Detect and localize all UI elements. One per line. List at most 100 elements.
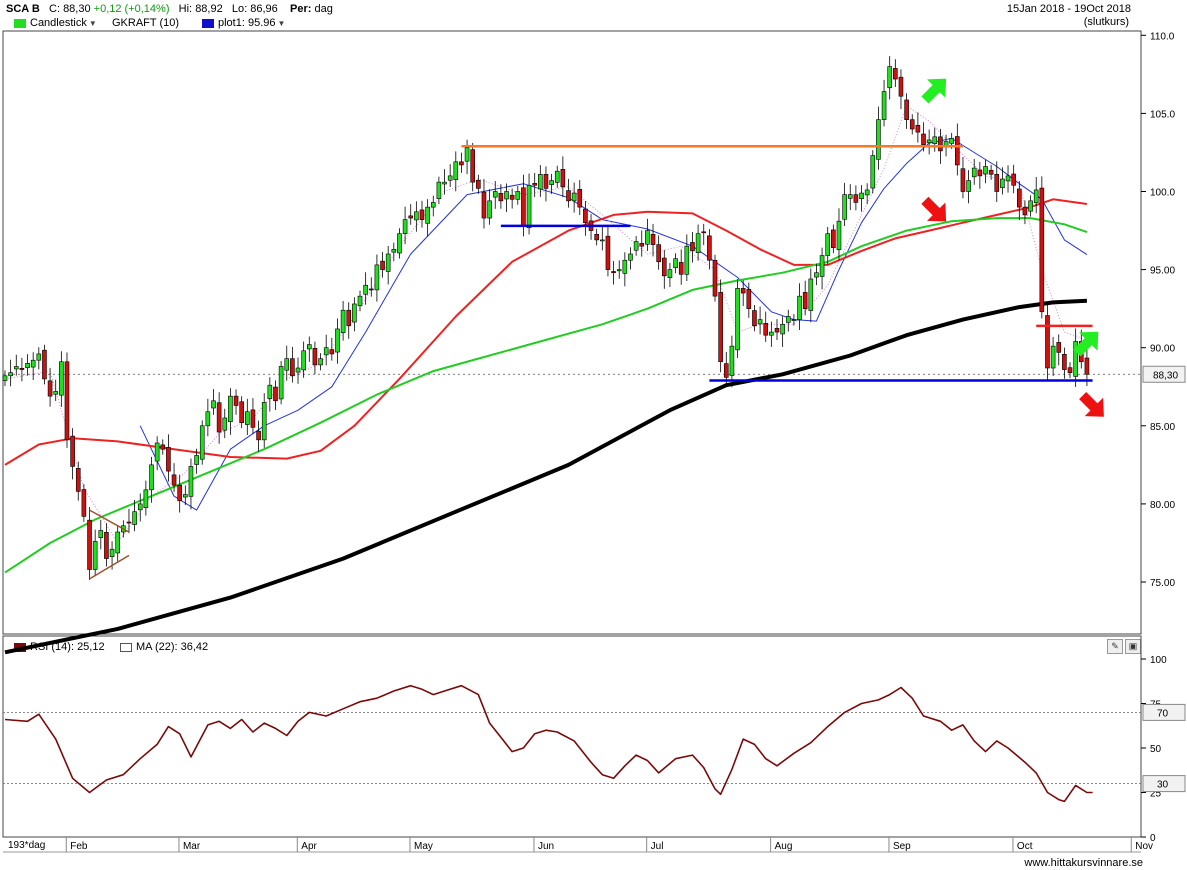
candle [763, 311, 769, 342]
candle [199, 420, 205, 465]
candle-body [414, 211, 419, 221]
candle-body [825, 233, 831, 256]
candle [808, 268, 814, 323]
arrow-down-right-icon [921, 196, 947, 222]
candle [791, 314, 797, 326]
candle [994, 161, 1000, 202]
candle [853, 185, 859, 211]
plot1-swatch [202, 18, 214, 28]
legend-gkraft[interactable]: GKRAFT (10) [112, 17, 180, 29]
candle [735, 279, 740, 358]
candle [363, 272, 368, 305]
candle-body [797, 295, 802, 320]
candle-body [419, 209, 425, 220]
candle [515, 186, 521, 205]
candle-body [836, 220, 842, 250]
candle-body [678, 262, 684, 275]
candle [335, 318, 340, 364]
candle [115, 525, 120, 563]
chevron-down-icon[interactable]: ▼ [88, 19, 97, 28]
candle-body [628, 253, 633, 261]
candle [250, 398, 256, 435]
candle [966, 170, 971, 204]
low-label: Lo: [231, 3, 248, 15]
month-label: Jun [538, 841, 554, 852]
candle [678, 249, 684, 285]
candle [245, 398, 250, 436]
candle-body [915, 124, 921, 133]
candle [566, 178, 571, 208]
candle [126, 509, 132, 534]
candle-body [904, 99, 909, 120]
price-axis-label: 95.00 [1150, 266, 1175, 277]
candle-body [605, 235, 611, 270]
candle-body [318, 358, 323, 366]
candle [611, 261, 616, 285]
candle-body [8, 372, 13, 377]
candle [661, 250, 667, 289]
price-axis-label: 105.0 [1150, 109, 1175, 120]
candle-body [199, 425, 205, 460]
candle-body [814, 272, 819, 278]
rsi-reference-box [1142, 775, 1186, 793]
candle-body [188, 466, 194, 497]
candle-body [532, 183, 537, 186]
rsi-panel-border [2, 635, 1142, 838]
candle [571, 182, 577, 213]
candle-body [385, 253, 391, 272]
candle [53, 379, 59, 401]
candle-body [346, 309, 352, 327]
candle [1045, 305, 1050, 380]
candle-body [391, 248, 397, 253]
candle [667, 262, 673, 287]
candle-body [864, 189, 870, 196]
candle-body [543, 174, 549, 189]
candle-body [380, 260, 385, 270]
candle [633, 236, 639, 256]
rsi-panel [3, 684, 1141, 803]
candle-body [211, 400, 216, 409]
chevron-down-icon[interactable]: ▼ [277, 19, 286, 28]
candle-body [1005, 175, 1011, 182]
candle-body [549, 180, 554, 185]
candle-body [250, 409, 256, 428]
candle-body [684, 245, 690, 275]
candle [538, 165, 543, 197]
candle-body [261, 402, 267, 441]
legend-plot1[interactable]: plot1: 95.96 ▼ [202, 16, 285, 31]
candle-body [622, 259, 628, 274]
candle-body [639, 243, 645, 247]
candle [684, 234, 690, 282]
candle [177, 474, 182, 513]
candle [769, 321, 774, 347]
candle-body [763, 323, 769, 336]
legend-rsi-ma[interactable]: MA (22): 36,42 [120, 640, 208, 654]
candle [436, 176, 442, 205]
candle [983, 159, 988, 184]
candle [329, 337, 335, 361]
candle [1011, 164, 1016, 194]
candlesticks [2, 56, 1090, 580]
candle-body [881, 91, 887, 120]
candle [864, 183, 870, 205]
candle-body [971, 167, 977, 178]
candle [893, 59, 898, 88]
candle [470, 142, 476, 192]
candle [188, 458, 194, 510]
candle-body [183, 494, 188, 498]
candle [797, 283, 802, 331]
rsi-reference-label: 30 [1157, 780, 1169, 791]
high-label: Hi: [178, 3, 193, 15]
rsi-reference-box [1142, 703, 1186, 721]
legend-candlestick[interactable]: Candlestick ▼ [14, 16, 97, 31]
candle [526, 173, 532, 235]
candle-body [436, 181, 442, 199]
candle-body [819, 255, 825, 277]
candle-body [1028, 200, 1033, 212]
wrench-icon[interactable]: ✎ [1107, 639, 1123, 654]
candle-body [25, 363, 30, 368]
candle [154, 436, 160, 471]
candle-body [566, 190, 571, 202]
candle [645, 218, 650, 252]
